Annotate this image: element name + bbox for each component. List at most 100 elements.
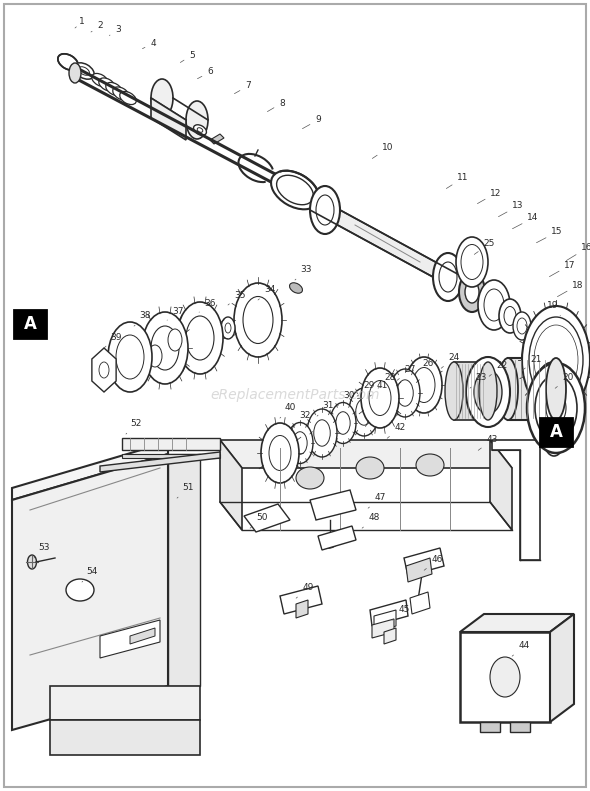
Text: 36: 36: [199, 298, 216, 312]
Polygon shape: [220, 440, 512, 468]
Ellipse shape: [377, 391, 391, 413]
Ellipse shape: [310, 186, 340, 234]
Ellipse shape: [221, 317, 235, 339]
Ellipse shape: [545, 410, 567, 428]
Ellipse shape: [482, 383, 494, 402]
Ellipse shape: [349, 388, 379, 436]
Ellipse shape: [406, 357, 442, 413]
Text: 27: 27: [397, 365, 416, 380]
Text: 41: 41: [370, 381, 388, 396]
Text: 7: 7: [234, 81, 251, 93]
Text: 5: 5: [181, 51, 195, 62]
Text: 50: 50: [250, 513, 268, 528]
Ellipse shape: [479, 362, 497, 420]
Text: 20: 20: [555, 373, 573, 388]
Ellipse shape: [151, 326, 179, 370]
Ellipse shape: [478, 280, 510, 330]
Text: 54: 54: [82, 567, 98, 582]
Ellipse shape: [299, 185, 311, 205]
Ellipse shape: [106, 82, 122, 96]
Text: 43: 43: [478, 436, 498, 450]
Ellipse shape: [522, 306, 590, 414]
Ellipse shape: [474, 370, 502, 414]
Text: 15: 15: [536, 228, 563, 243]
Ellipse shape: [499, 299, 521, 333]
Ellipse shape: [413, 368, 435, 403]
Polygon shape: [370, 600, 408, 626]
Ellipse shape: [396, 380, 413, 407]
Polygon shape: [310, 210, 463, 277]
Ellipse shape: [99, 78, 115, 91]
Ellipse shape: [314, 420, 330, 446]
Text: 23: 23: [470, 373, 487, 388]
Text: 17: 17: [549, 260, 576, 277]
Polygon shape: [310, 490, 356, 520]
Polygon shape: [130, 628, 155, 644]
Ellipse shape: [116, 335, 144, 379]
Ellipse shape: [58, 54, 78, 70]
Polygon shape: [374, 610, 396, 632]
Ellipse shape: [148, 345, 162, 367]
Text: 30: 30: [337, 392, 355, 407]
Text: 11: 11: [447, 173, 468, 188]
Text: 10: 10: [372, 143, 394, 158]
Ellipse shape: [322, 538, 338, 548]
Ellipse shape: [234, 283, 282, 357]
Ellipse shape: [529, 317, 583, 403]
Ellipse shape: [270, 440, 286, 466]
Text: 16: 16: [566, 244, 590, 260]
Ellipse shape: [548, 414, 570, 432]
Polygon shape: [12, 454, 168, 730]
Text: A: A: [549, 423, 562, 441]
Ellipse shape: [433, 253, 463, 301]
Text: 19: 19: [548, 301, 560, 316]
Polygon shape: [460, 614, 574, 632]
Polygon shape: [280, 586, 322, 614]
Ellipse shape: [330, 403, 356, 444]
Text: 1: 1: [75, 17, 85, 28]
Polygon shape: [372, 619, 394, 638]
Ellipse shape: [69, 63, 81, 83]
Ellipse shape: [225, 323, 231, 333]
Ellipse shape: [151, 79, 173, 117]
Ellipse shape: [465, 281, 479, 303]
Ellipse shape: [371, 381, 397, 422]
Ellipse shape: [533, 333, 543, 341]
Polygon shape: [12, 442, 168, 500]
Ellipse shape: [461, 244, 483, 279]
Ellipse shape: [535, 362, 571, 418]
Text: 35: 35: [228, 290, 246, 305]
Ellipse shape: [356, 399, 372, 426]
Ellipse shape: [541, 371, 565, 409]
Text: 47: 47: [368, 494, 386, 508]
Ellipse shape: [466, 357, 510, 427]
Text: 53: 53: [34, 543, 50, 558]
Ellipse shape: [498, 358, 518, 420]
Polygon shape: [100, 620, 160, 658]
Ellipse shape: [542, 406, 564, 424]
Text: 45: 45: [392, 605, 409, 620]
Ellipse shape: [66, 579, 94, 601]
Ellipse shape: [261, 423, 299, 483]
Ellipse shape: [194, 125, 206, 135]
Text: 18: 18: [558, 281, 584, 297]
Polygon shape: [168, 454, 200, 686]
Text: 4: 4: [142, 39, 156, 49]
Polygon shape: [490, 440, 512, 530]
Ellipse shape: [186, 316, 214, 360]
Ellipse shape: [504, 306, 516, 326]
Text: 42: 42: [387, 423, 406, 438]
Ellipse shape: [91, 74, 109, 86]
Ellipse shape: [546, 392, 566, 424]
Text: 14: 14: [513, 214, 539, 229]
Text: 12: 12: [477, 188, 502, 203]
Polygon shape: [210, 134, 224, 144]
Ellipse shape: [269, 436, 291, 471]
Ellipse shape: [113, 87, 129, 100]
Text: 44: 44: [512, 642, 530, 657]
Ellipse shape: [513, 312, 531, 340]
Polygon shape: [454, 362, 488, 420]
Text: eReplacementParts.com: eReplacementParts.com: [210, 388, 380, 402]
Text: 49: 49: [296, 584, 314, 598]
Ellipse shape: [534, 325, 578, 395]
